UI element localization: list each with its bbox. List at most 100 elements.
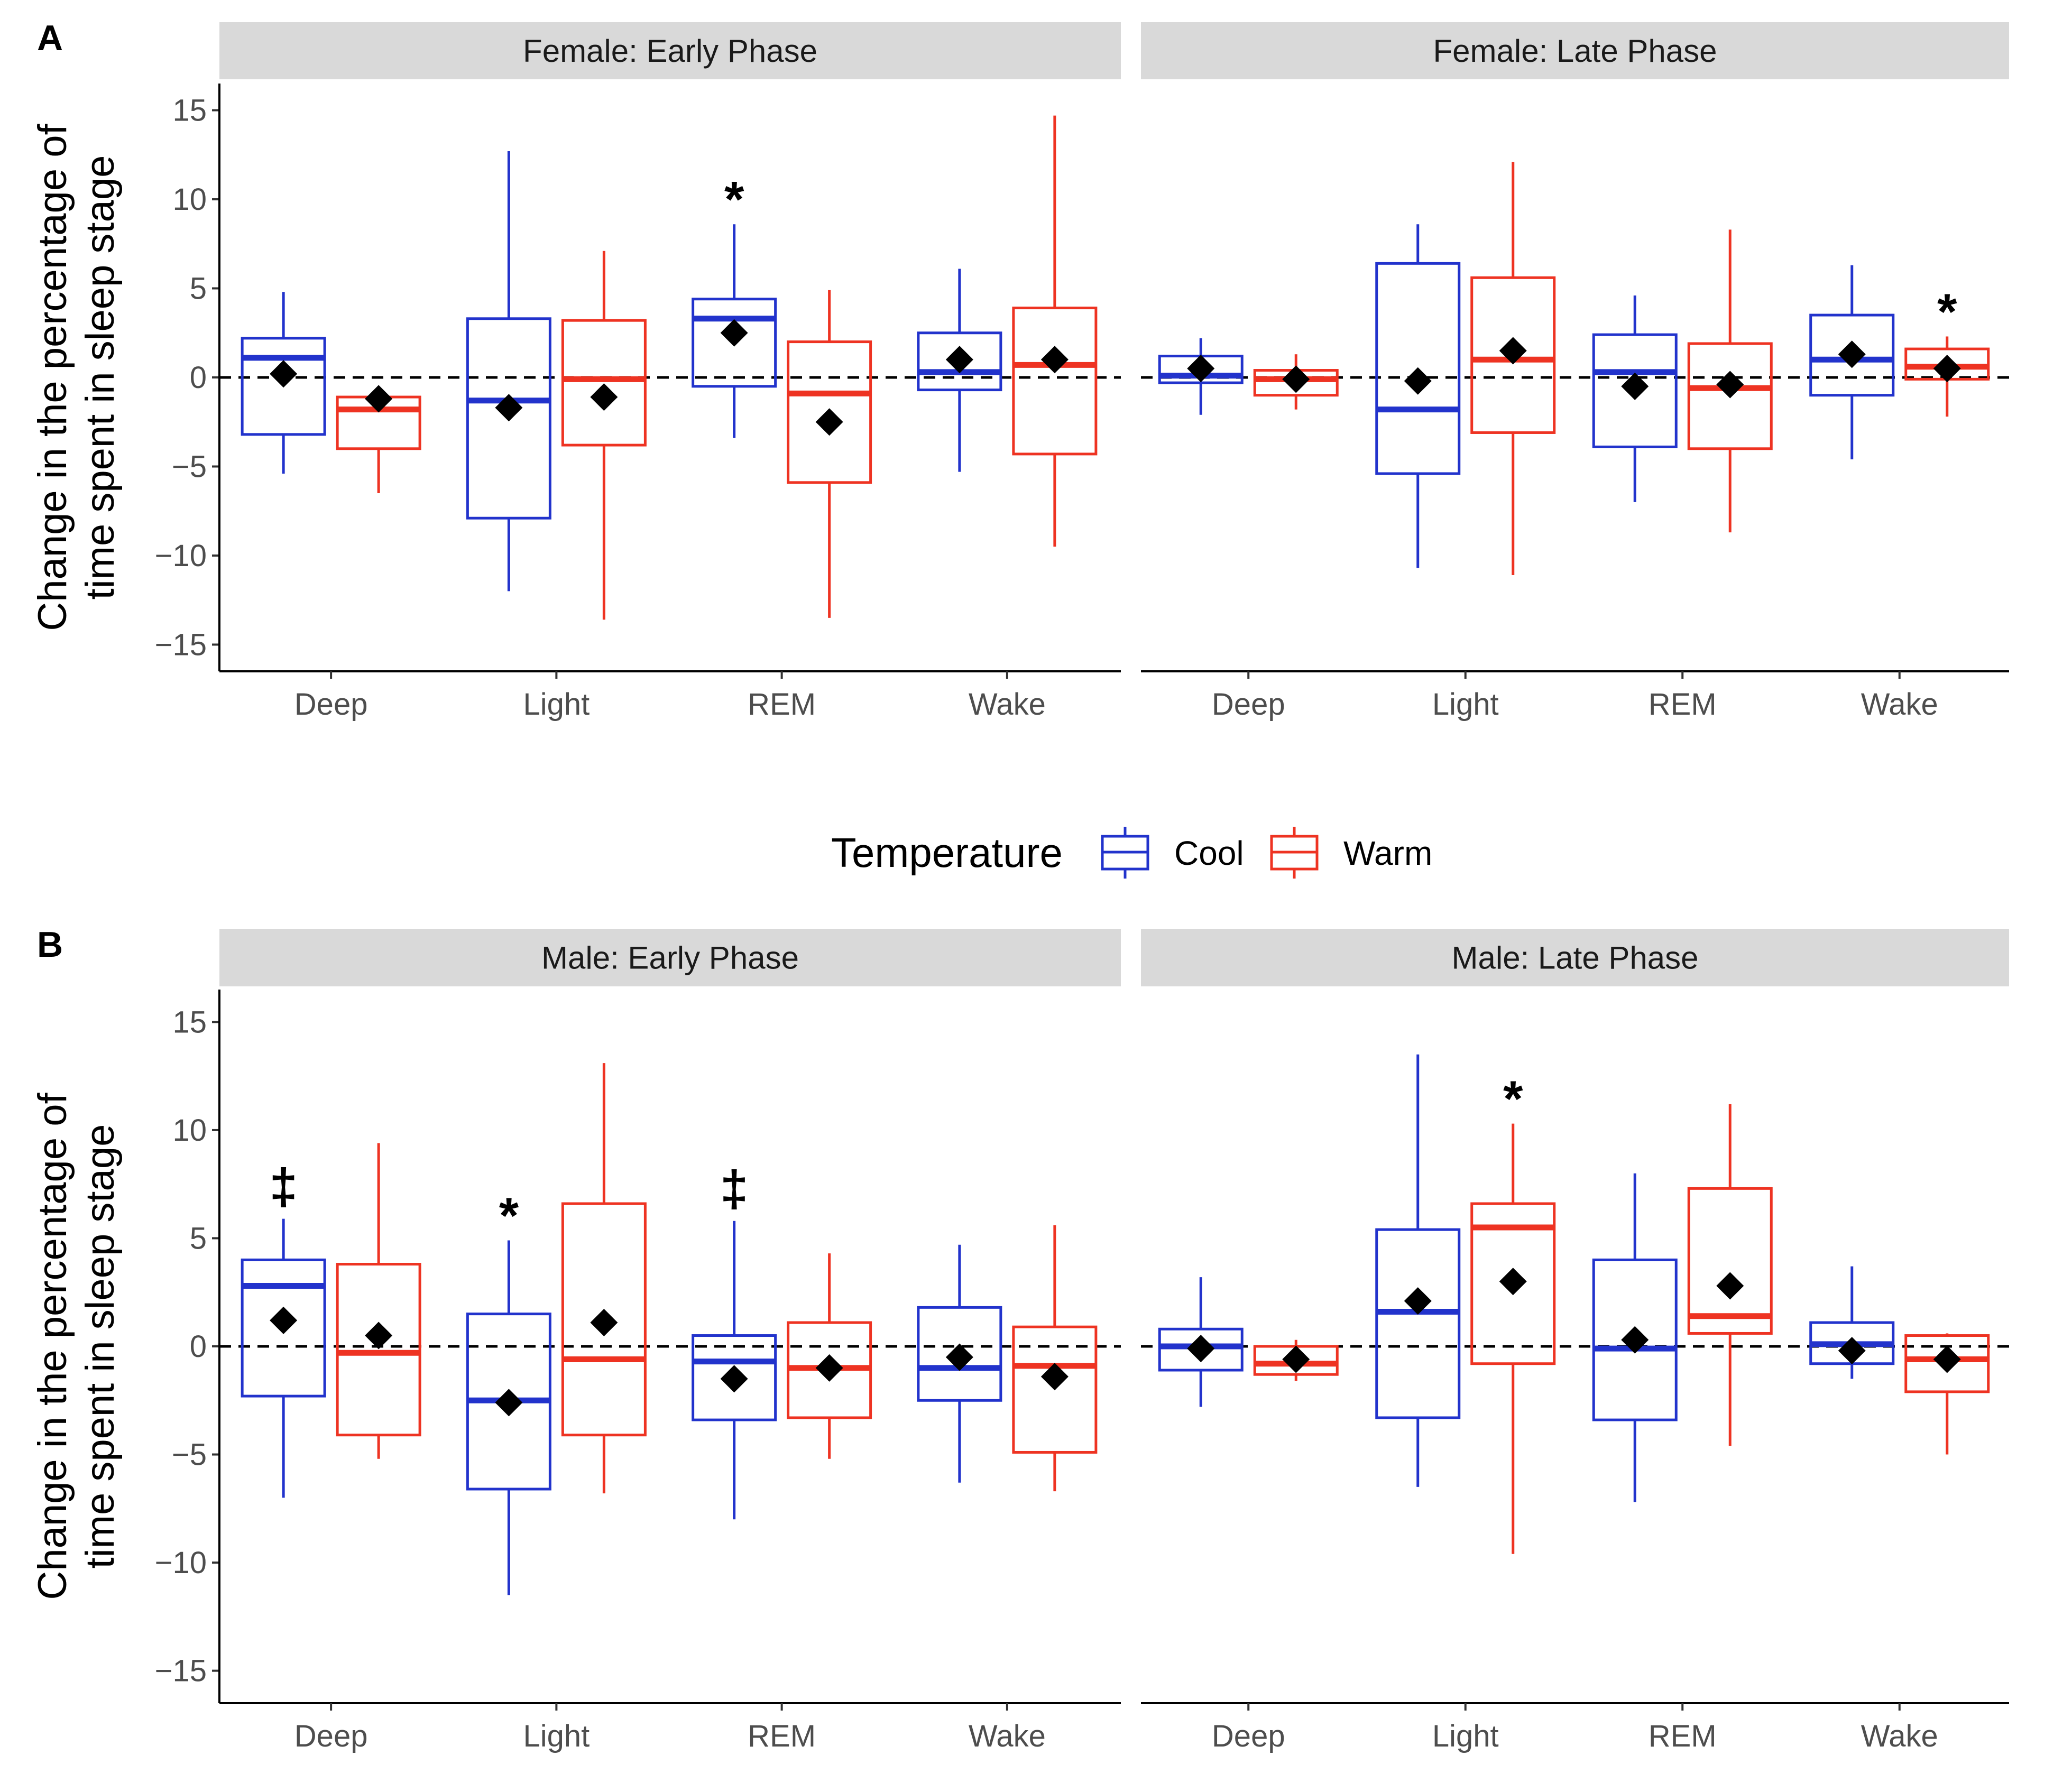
significance-marker: * — [724, 171, 744, 228]
facet: Female: Early Phase Deep Light REM Wake * — [218, 22, 1121, 722]
box-rem-cool — [1592, 1173, 1678, 1502]
iqr-box — [1470, 1202, 1556, 1365]
x-tick-label: REM — [1649, 1719, 1717, 1753]
mean-marker — [1404, 1287, 1432, 1315]
legend-label: Warm — [1343, 834, 1432, 872]
box-deep-warm — [336, 385, 421, 494]
mean-marker — [1040, 1363, 1069, 1391]
iqr-box — [1809, 313, 1895, 397]
box-rem-cool: ‡ — [692, 1161, 777, 1520]
significance-marker: * — [1937, 283, 1957, 340]
mean-marker — [1187, 1335, 1215, 1363]
panel-B: B Change in the percentage of time spent i… — [30, 925, 2009, 1753]
y-tick-label: −5 — [172, 1438, 207, 1472]
mean-marker — [1040, 346, 1069, 374]
y-tick-label: 15 — [172, 1005, 207, 1039]
x-tick-label: Wake — [969, 1719, 1046, 1753]
legend-title: Temperature — [831, 829, 1063, 876]
y-tick-label: 0 — [190, 361, 207, 395]
box-wake-warm — [1012, 1225, 1098, 1492]
box-rem-warm — [1687, 229, 1773, 533]
mean-marker — [1838, 1337, 1866, 1365]
iqr-box — [336, 1263, 421, 1437]
box-wake-cool — [1809, 1266, 1895, 1379]
x-tick-label: Deep — [294, 687, 368, 722]
box-wake-cool — [917, 1244, 1002, 1483]
iqr-box — [917, 1306, 1002, 1402]
iqr-box — [1158, 1327, 1244, 1372]
x-tick-label: REM — [748, 1719, 816, 1753]
y-tick-label: 15 — [172, 94, 207, 128]
x-tick-label: Light — [1432, 687, 1499, 722]
x-tick-label: Wake — [1861, 687, 1938, 722]
mean-marker — [1404, 367, 1432, 395]
iqr-box — [1904, 1334, 1990, 1393]
mean-marker — [1621, 1326, 1649, 1354]
box-rem-cool: * — [692, 171, 777, 438]
iqr-box — [787, 340, 872, 484]
x-tick-label: REM — [1649, 687, 1717, 722]
iqr-box — [241, 1258, 326, 1398]
mean-marker — [945, 346, 973, 374]
y-tick-label: −15 — [155, 627, 207, 662]
y-tick-label: 5 — [190, 1221, 207, 1255]
x-tick-label: Wake — [1861, 1719, 1938, 1753]
box-wake-warm: * — [1904, 283, 1990, 417]
y-tick-label: 10 — [172, 1113, 207, 1148]
mean-marker — [815, 408, 843, 436]
legend-item-cool: Cool — [1101, 827, 1244, 879]
box-light-warm: * — [1470, 1071, 1556, 1554]
mean-marker — [270, 360, 298, 388]
y-tick-label: 0 — [190, 1329, 207, 1364]
box-light-cool: * — [466, 1188, 551, 1595]
mean-marker — [720, 319, 748, 347]
significance-marker: * — [499, 1188, 519, 1244]
facet-strip — [1141, 22, 2009, 79]
mean-marker — [1933, 355, 1961, 383]
mean-marker — [270, 1306, 298, 1334]
iqr-box — [1687, 1187, 1773, 1335]
mean-marker — [495, 394, 523, 422]
y-axis-label-line1: Change in the percentage of — [30, 1093, 75, 1600]
legend-label: Cool — [1174, 834, 1244, 872]
box-light-warm — [1470, 162, 1556, 576]
y-tick-label: −15 — [155, 1654, 207, 1688]
box-light-warm — [561, 1063, 647, 1494]
mean-marker — [365, 1322, 393, 1350]
y-tick-label: −10 — [155, 539, 207, 573]
box-rem-cool — [1592, 295, 1678, 502]
box-wake-cool — [917, 269, 1002, 472]
y-axis-label-line2: time spent in sleep stage — [78, 1124, 123, 1569]
mean-marker — [1933, 1345, 1961, 1373]
x-tick-label: Light — [523, 1719, 590, 1753]
y-tick-label: −10 — [155, 1546, 207, 1580]
facet: Male: Early Phase Deep Light REM Wake ‡ * ‡ — [218, 929, 1121, 1753]
box-light-cool — [466, 151, 551, 592]
mean-marker — [590, 383, 618, 411]
facet-title: Male: Early Phase — [541, 940, 799, 976]
x-tick-label: Deep — [294, 1719, 368, 1753]
box-deep-warm — [336, 1143, 421, 1459]
box-deep-cool — [1158, 1277, 1244, 1407]
iqr-box — [692, 1334, 777, 1421]
box-rem-warm — [787, 1253, 872, 1459]
mean-marker — [1499, 337, 1527, 365]
mean-marker — [1716, 1272, 1744, 1300]
x-tick-label: Deep — [1212, 1719, 1285, 1753]
legend: Temperature Cool Warm — [831, 827, 1432, 879]
facet-strip — [1141, 929, 2009, 986]
mean-marker — [815, 1354, 843, 1382]
significance-marker: ‡ — [720, 1161, 748, 1217]
mean-marker — [720, 1365, 748, 1393]
box-rem-warm — [1687, 1104, 1773, 1446]
x-tick-label: REM — [748, 687, 816, 722]
y-tick-label: 5 — [190, 272, 207, 306]
mean-marker — [945, 1343, 973, 1371]
mean-marker — [1838, 340, 1866, 368]
box-deep-warm — [1253, 1339, 1339, 1381]
y-tick-label: −5 — [172, 449, 207, 484]
mean-marker — [1187, 355, 1215, 383]
box-light-cool — [1375, 224, 1461, 568]
box-light-cool — [1375, 1054, 1461, 1487]
mean-marker — [1282, 1345, 1310, 1373]
